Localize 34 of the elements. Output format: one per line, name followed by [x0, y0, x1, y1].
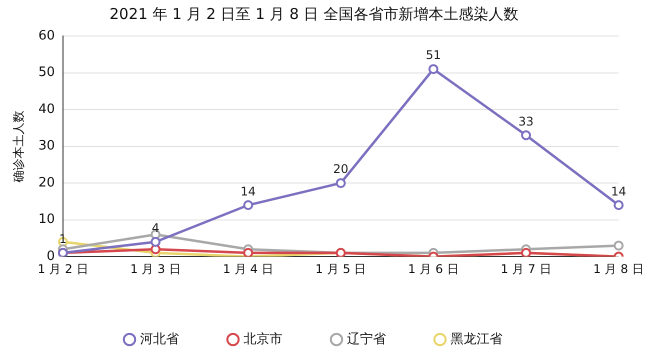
- x-tick-label: 1 月 7 日: [500, 262, 552, 276]
- point: [521, 130, 532, 140]
- y-tick-label: 0: [46, 248, 55, 264]
- x-tick-label: 1 月 6 日: [408, 262, 459, 276]
- x-tick-label: 1 月 3 日: [130, 262, 181, 276]
- point: [614, 200, 624, 210]
- y-tick-label: 60: [38, 28, 55, 44]
- y-tick-label: 20: [38, 175, 55, 190]
- x-tick-label: 1 月 5 日: [315, 262, 366, 276]
- point: [243, 248, 254, 257]
- data-label: 14: [240, 184, 256, 198]
- data-label: 14: [611, 184, 626, 198]
- point: [336, 178, 346, 188]
- data-label: 33: [518, 114, 534, 128]
- y-tick-label: 50: [38, 65, 55, 80]
- chart-title: 2021 年 1 月 2 日至 1 月 8 日 全国各省市新增本土感染人数: [109, 4, 519, 23]
- point: [614, 240, 624, 251]
- legend-label: 黑龙江省: [450, 332, 502, 347]
- y-tick-label: 30: [38, 138, 55, 154]
- data-label: 51: [426, 48, 442, 62]
- y-axis-title: 确诊本土人数: [11, 110, 26, 184]
- data-label: 4: [152, 221, 160, 236]
- point: [150, 236, 161, 247]
- y-tick-label: 40: [38, 102, 55, 117]
- x-tick-label: 1 月 2 日: [38, 262, 88, 276]
- y-tick-label: 10: [38, 212, 55, 228]
- data-label: 20: [333, 162, 348, 176]
- x-tick-label: 1 月 4 日: [222, 262, 274, 276]
- legend-label: 辽宁省: [347, 330, 386, 347]
- point: [428, 64, 438, 74]
- point: [243, 200, 254, 210]
- legend-label: 北京市: [244, 332, 282, 347]
- x-tick-label: 1 月 8 日: [593, 262, 644, 276]
- legend-label: 河北省: [140, 332, 179, 347]
